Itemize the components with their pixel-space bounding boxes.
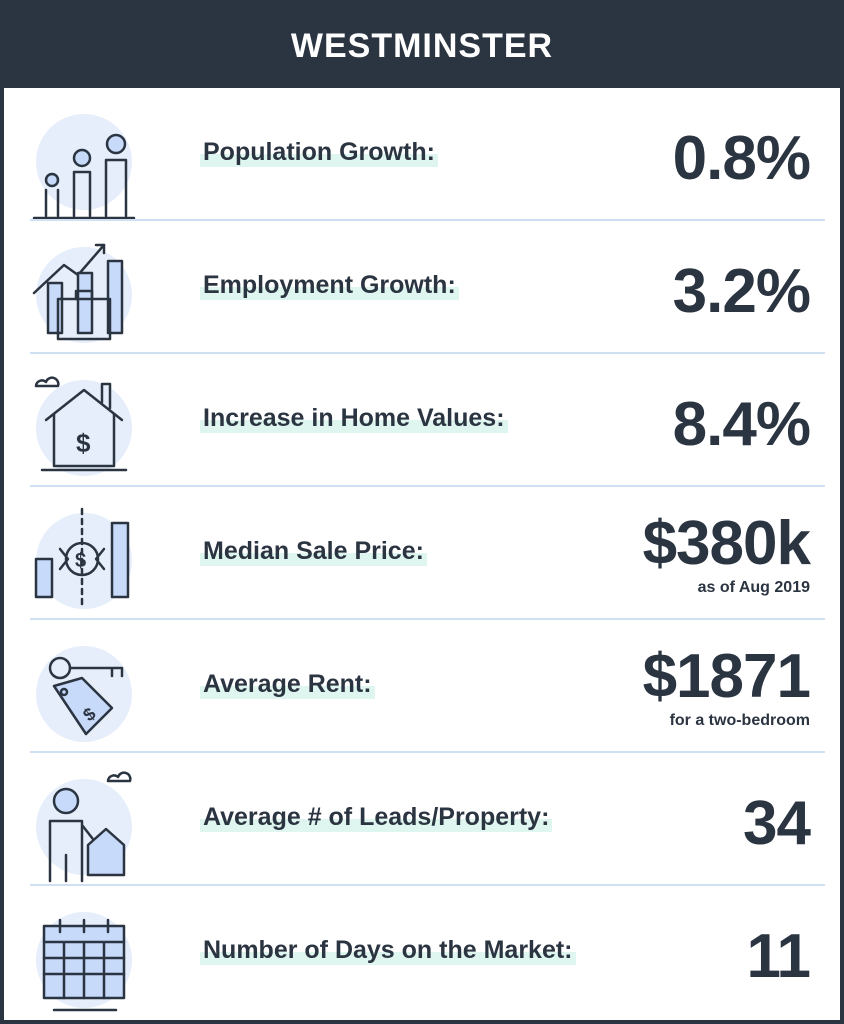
header-title: WESTMINSTER: [4, 4, 840, 88]
stat-label: Average # of Leads/Property:: [200, 803, 553, 832]
icon-shape: [44, 188, 60, 218]
icon-shape: [64, 541, 100, 577]
icon-shape: $: [76, 428, 91, 458]
icon-shape: [110, 521, 130, 599]
stat-value: 8.4%: [672, 390, 811, 459]
stat-value: 0.8%: [672, 124, 811, 193]
icon-shape: [52, 412, 116, 468]
icon-shape: [56, 297, 112, 341]
stat-value: $380k: [642, 509, 811, 578]
icon-shape: [48, 819, 98, 883]
icon-shape: [46, 281, 64, 335]
icon-shape: [74, 289, 94, 301]
icon: $: [36, 646, 132, 742]
icon-shape: [42, 918, 126, 1000]
stat-value: $1871: [642, 642, 811, 711]
icon-shape: [32, 158, 136, 220]
icon-shape: [34, 376, 60, 388]
icon-shape: [34, 557, 54, 599]
icon-shape: [52, 787, 80, 815]
icon-shape: [44, 172, 60, 188]
stat-row: Number of Days on the Market: 11: [4, 886, 840, 1019]
stat-value: 3.2%: [672, 257, 811, 326]
icon-shape: [68, 666, 124, 678]
icon-shape: [100, 382, 112, 410]
icon: [36, 912, 132, 1012]
stat-row: $ Increase in Home Values: 8.4%: [4, 354, 840, 487]
stat-value: 11: [746, 922, 811, 991]
icon-shape: [72, 148, 92, 168]
icon: [36, 771, 132, 883]
icon-shape: [86, 827, 126, 877]
stat-label: Employment Growth:: [200, 271, 459, 300]
icon-shape: [52, 676, 114, 736]
icon-shape: [36, 380, 132, 476]
stat-note: as of Aug 2019: [697, 579, 810, 596]
separator: [30, 751, 825, 753]
icon-shape: [94, 243, 106, 255]
stat-row: $ Average Rent: $1871 for a two-bedroom: [4, 620, 840, 753]
icon: [32, 243, 132, 343]
icon-shape: [58, 547, 106, 571]
icon-shape: [59, 687, 69, 697]
stat-note: for a two-bedroom: [669, 712, 810, 729]
icon: $: [34, 507, 132, 611]
stat-row: Population Growth: 0.8%: [4, 88, 840, 221]
icon-shape: [44, 388, 124, 422]
separator: [30, 485, 825, 487]
separator: [30, 219, 825, 221]
icon: [32, 114, 136, 220]
icon-shape: [76, 271, 94, 335]
icon-shape: [32, 243, 106, 295]
stat-row: Employment Growth: 3.2%: [4, 221, 840, 354]
stat-value: 34: [743, 789, 811, 858]
icon-shape: [105, 133, 127, 155]
stat-row: Average # of Leads/Property: 34: [4, 753, 840, 886]
stat-label: Population Growth:: [200, 138, 438, 167]
stat-label: Average Rent:: [200, 670, 375, 699]
icon-shape: [106, 771, 132, 783]
icon-shape: [106, 259, 124, 335]
icon-shape: [72, 170, 92, 218]
icon-shape: [36, 513, 132, 609]
stat-label: Increase in Home Values:: [200, 404, 508, 433]
separator: [30, 352, 825, 354]
stat-label: Median Sale Price:: [200, 537, 427, 566]
separator: [30, 884, 825, 886]
separator: [30, 618, 825, 620]
icon: $: [34, 376, 132, 476]
stat-row: $ Median Sale Price: $380k as of Aug 2019: [4, 487, 840, 620]
icon-shape: $: [75, 550, 86, 572]
stat-label: Number of Days on the Market:: [200, 936, 576, 965]
